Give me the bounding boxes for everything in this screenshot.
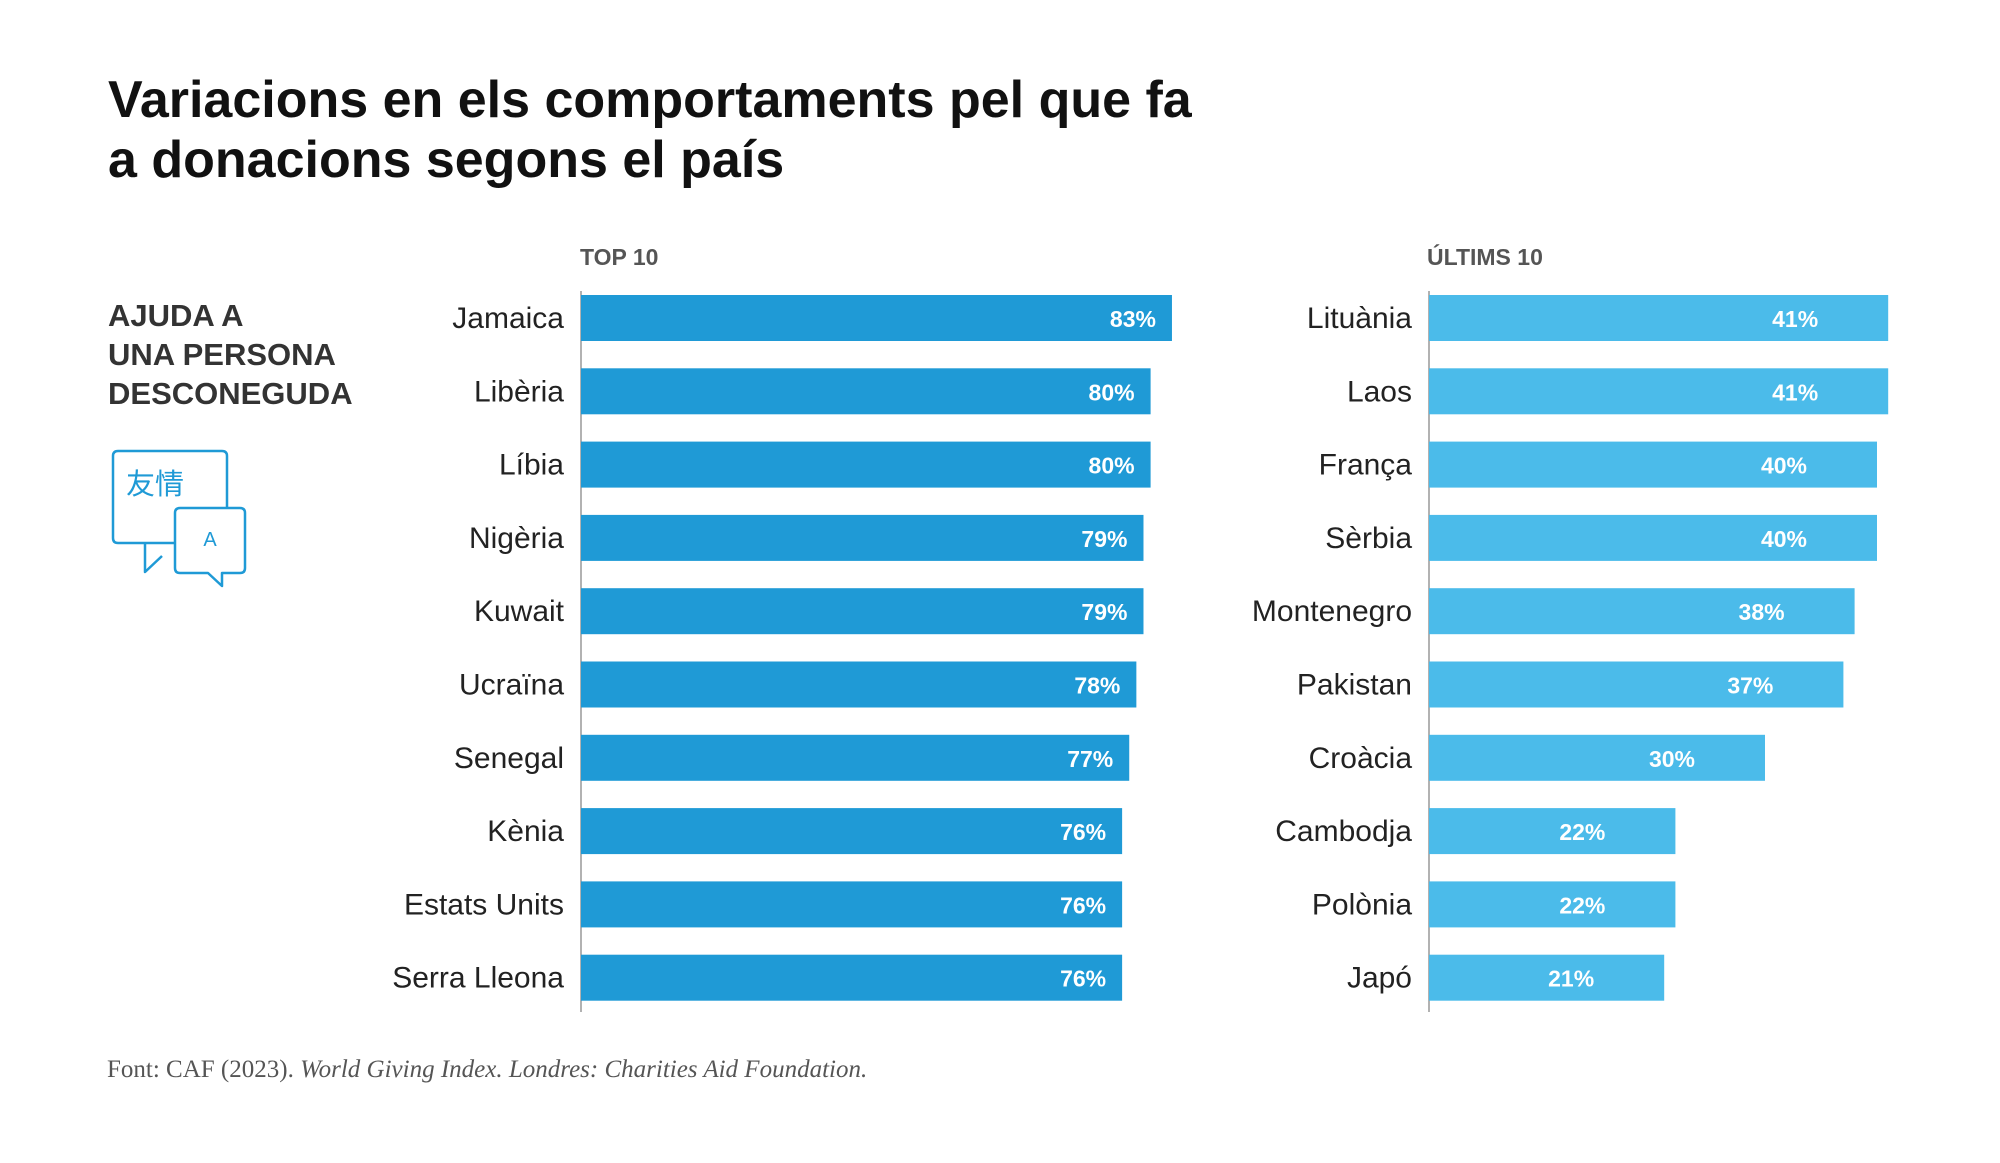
bar bbox=[581, 881, 1123, 928]
bar bbox=[1429, 295, 1889, 341]
data-label: 21% bbox=[1548, 966, 1594, 992]
data-label: 79% bbox=[1081, 599, 1127, 625]
category-label: Pakistan bbox=[1297, 669, 1412, 702]
bar bbox=[1429, 661, 1844, 708]
category-label: Japó bbox=[1347, 962, 1412, 995]
data-label: 83% bbox=[1110, 306, 1156, 332]
category-label: Lituània bbox=[1307, 302, 1412, 335]
category-label: Cambodja bbox=[1275, 815, 1412, 848]
category-label: Kuwait bbox=[474, 595, 565, 628]
data-label: 38% bbox=[1739, 599, 1785, 625]
title-line: Variacions en els comportaments pel que … bbox=[108, 71, 1192, 129]
bar bbox=[581, 588, 1144, 635]
bar bbox=[1429, 954, 1665, 1001]
bar bbox=[1429, 514, 1877, 561]
data-label: 77% bbox=[1067, 746, 1113, 772]
bar bbox=[581, 441, 1151, 488]
category-label: Estats Units bbox=[404, 888, 564, 921]
bar bbox=[1429, 881, 1676, 928]
category-label: Montenegro bbox=[1252, 595, 1412, 628]
data-label: 80% bbox=[1089, 379, 1135, 405]
category-label: Nigèria bbox=[469, 522, 564, 555]
data-label: 41% bbox=[1772, 379, 1818, 405]
top10-heading: TOP 10 bbox=[580, 244, 659, 270]
bar bbox=[1429, 734, 1765, 781]
data-label: 76% bbox=[1060, 819, 1106, 845]
top10-chart: Jamaica 83% Libèria 80% Líbia 80% Nigèria 79% Ku… bbox=[392, 291, 1172, 1012]
data-label: 80% bbox=[1089, 453, 1135, 479]
category-label: Senegal bbox=[454, 742, 564, 775]
section-line: DESCONEGUDA bbox=[108, 376, 353, 411]
data-label: 41% bbox=[1772, 306, 1818, 332]
bar bbox=[581, 368, 1151, 415]
bar bbox=[581, 514, 1144, 561]
translate-chat-bubbles-icon: 友情 A bbox=[111, 449, 247, 588]
category-label: Kènia bbox=[487, 815, 564, 848]
data-label: 40% bbox=[1761, 453, 1807, 479]
bar bbox=[1429, 588, 1855, 635]
source-note: Font: CAF (2023). World Giving Index. Lo… bbox=[107, 1056, 867, 1084]
page-title: Variacions en els comportaments pel que … bbox=[108, 70, 1192, 190]
section-line: AJUDA A bbox=[108, 298, 244, 333]
category-label: Polònia bbox=[1312, 888, 1412, 921]
category-label: Libèria bbox=[474, 375, 564, 408]
data-label: 22% bbox=[1559, 892, 1605, 918]
category-label: Ucraïna bbox=[459, 669, 564, 702]
category-label: Laos bbox=[1347, 375, 1412, 408]
data-label: 40% bbox=[1761, 526, 1807, 552]
bar bbox=[581, 661, 1137, 708]
icon-cjk-text: 友情 bbox=[126, 468, 184, 501]
icon-latin-text: A bbox=[203, 529, 217, 551]
category-label: Líbia bbox=[499, 449, 564, 482]
category-label: França bbox=[1319, 449, 1413, 482]
data-label: 76% bbox=[1060, 966, 1106, 992]
data-label: 22% bbox=[1559, 819, 1605, 845]
source-title: World Giving Index. Londres: Charities A… bbox=[300, 1056, 868, 1083]
bottom10-chart: Lituània 41% Laos 41% França 40% Sèrbia 40% Mont… bbox=[1252, 291, 1889, 1012]
section-heading: AJUDA A UNA PERSONA DESCONEGUDA bbox=[108, 296, 353, 413]
category-label: Jamaica bbox=[452, 302, 564, 335]
title-line: a donacions segons el país bbox=[108, 131, 785, 189]
source-prefix: Font: CAF (2023). bbox=[107, 1056, 301, 1083]
bar bbox=[581, 808, 1123, 855]
bar bbox=[1429, 368, 1889, 415]
bar bbox=[581, 734, 1130, 781]
category-label: Serra Lleona bbox=[392, 962, 564, 995]
data-label: 37% bbox=[1727, 673, 1773, 699]
section-line: UNA PERSONA bbox=[108, 337, 336, 372]
category-label: Sèrbia bbox=[1325, 522, 1412, 555]
bottom10-heading: ÚLTIMS 10 bbox=[1427, 244, 1543, 270]
bar bbox=[1429, 441, 1877, 488]
bar bbox=[1429, 808, 1676, 855]
bar bbox=[581, 954, 1123, 1001]
data-label: 76% bbox=[1060, 892, 1106, 918]
bar bbox=[581, 295, 1172, 341]
data-label: 79% bbox=[1081, 526, 1127, 552]
data-label: 78% bbox=[1074, 673, 1120, 699]
data-label: 30% bbox=[1649, 746, 1695, 772]
category-label: Croàcia bbox=[1309, 742, 1413, 775]
